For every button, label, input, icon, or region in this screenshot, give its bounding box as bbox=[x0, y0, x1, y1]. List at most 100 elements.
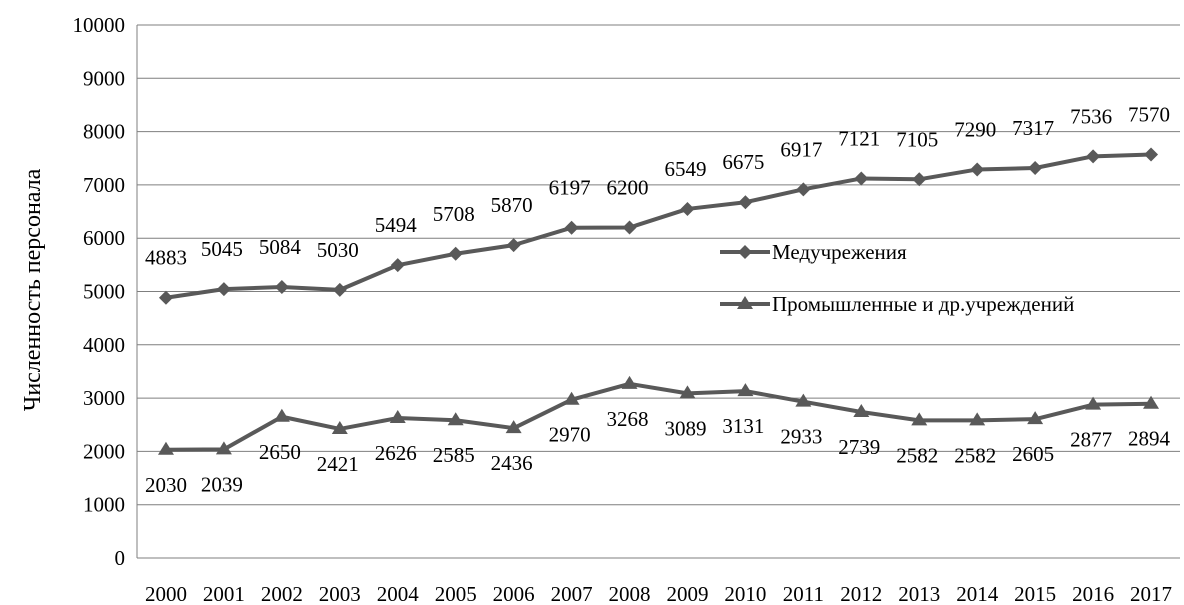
data-label-s2-2013: 2582 bbox=[896, 443, 938, 467]
point-triangle-2002 bbox=[273, 408, 290, 422]
data-label-s1-2000: 4883 bbox=[145, 246, 187, 270]
point-triangle-2014 bbox=[969, 412, 986, 426]
gridlines bbox=[137, 24, 1180, 506]
point-triangle-2006 bbox=[505, 420, 522, 434]
data-label-s2-2008: 3268 bbox=[607, 407, 649, 431]
data-label-s1-2007: 6197 bbox=[549, 176, 591, 200]
x-tick-label-2000: 2000 bbox=[145, 582, 187, 605]
point-triangle-2015 bbox=[1027, 411, 1044, 425]
data-label-s2-2009: 3089 bbox=[664, 416, 706, 440]
point-triangle-2004 bbox=[389, 410, 406, 424]
x-tick-label-2008: 2008 bbox=[609, 582, 651, 605]
series-group bbox=[157, 147, 1160, 455]
data-label-s1-2015: 7317 bbox=[1012, 116, 1054, 140]
y-tick-label-2000: 2000 bbox=[83, 439, 125, 463]
point-diamond-2012 bbox=[854, 171, 869, 186]
point-diamond-2015 bbox=[1028, 161, 1043, 176]
y-tick-label-5000: 5000 bbox=[83, 280, 125, 304]
x-tick-label-2004: 2004 bbox=[377, 582, 420, 605]
y-axis-title: Численность персонала bbox=[20, 168, 46, 411]
legend-label-series-2: Промышленные и др.учреждений bbox=[772, 292, 1074, 316]
data-label-s1-2010: 6675 bbox=[722, 150, 764, 174]
data-label-s1-2008: 6200 bbox=[607, 176, 649, 200]
y-tick-label-8000: 8000 bbox=[83, 120, 125, 144]
x-tick-label-2002: 2002 bbox=[261, 582, 303, 605]
point-triangle-2007 bbox=[563, 391, 580, 405]
point-triangle-2009 bbox=[679, 385, 696, 399]
point-diamond-2001 bbox=[216, 282, 231, 297]
point-triangle-2005 bbox=[447, 412, 464, 426]
x-tick-label-2006: 2006 bbox=[493, 582, 535, 605]
x-tick-label-2007: 2007 bbox=[551, 582, 593, 605]
point-triangle-2010 bbox=[737, 383, 754, 397]
point-diamond-2017 bbox=[1144, 147, 1159, 162]
point-diamond-2008 bbox=[622, 220, 637, 235]
point-triangle-2017 bbox=[1143, 395, 1160, 409]
y-tick-label-0: 0 bbox=[115, 546, 126, 570]
x-tick-label-2010: 2010 bbox=[724, 582, 766, 605]
data-label-s1-2005: 5708 bbox=[433, 202, 475, 226]
y-tick-label-3000: 3000 bbox=[83, 386, 125, 410]
legend-triangle-marker bbox=[737, 296, 753, 309]
point-triangle-2011 bbox=[795, 393, 812, 407]
data-label-s2-2011: 2933 bbox=[780, 425, 822, 449]
x-tick-label-2011: 2011 bbox=[783, 582, 824, 605]
point-triangle-2003 bbox=[331, 420, 348, 434]
x-tick-label-2012: 2012 bbox=[840, 582, 882, 605]
point-triangle-2001 bbox=[215, 441, 232, 455]
data-label-s1-2009: 6549 bbox=[664, 157, 706, 181]
data-labels: 4883 5045 5084 5030 5494 5708 5870 6197 6200 6549… bbox=[145, 103, 1171, 497]
point-diamond-2004 bbox=[390, 258, 405, 273]
data-label-s1-2001: 5045 bbox=[201, 237, 243, 261]
y-tick-label-9000: 9000 bbox=[83, 66, 125, 90]
point-diamond-2002 bbox=[274, 280, 289, 295]
axes: 0 1000 2000 3000 4000 5000 6000 7000 8000 9000 100… bbox=[73, 13, 1180, 605]
legend-diamond-marker bbox=[738, 245, 752, 259]
series-line-1 bbox=[165, 152, 1152, 300]
data-label-s2-2002: 2650 bbox=[259, 440, 301, 464]
point-diamond-2007 bbox=[564, 220, 579, 235]
data-label-s2-2016: 2877 bbox=[1070, 428, 1112, 452]
x-tick-label-2015: 2015 bbox=[1014, 582, 1056, 605]
y-tick-label-10000: 10000 bbox=[73, 13, 126, 37]
point-diamond-2009 bbox=[680, 201, 695, 216]
data-label-s2-2014: 2582 bbox=[954, 443, 996, 467]
data-label-s1-2004: 5494 bbox=[375, 213, 418, 237]
x-tick-label-2013: 2013 bbox=[898, 582, 940, 605]
data-label-s1-2013: 7105 bbox=[896, 127, 938, 151]
legend-item-series-1: Медучрежения bbox=[720, 240, 907, 264]
data-label-s1-2002: 5084 bbox=[259, 235, 302, 259]
point-diamond-2011 bbox=[796, 182, 811, 197]
data-label-s1-2011: 6917 bbox=[780, 137, 822, 161]
data-label-s2-2010: 3131 bbox=[722, 414, 764, 438]
point-diamond-2003 bbox=[332, 282, 347, 297]
point-diamond-2005 bbox=[448, 246, 463, 261]
y-tick-label-7000: 7000 bbox=[83, 173, 125, 197]
data-label-s2-2001: 2039 bbox=[201, 472, 243, 496]
y-tick-label-6000: 6000 bbox=[83, 226, 125, 250]
data-label-s2-2015: 2605 bbox=[1012, 442, 1054, 466]
data-label-s2-2012: 2739 bbox=[838, 435, 880, 459]
data-label-s1-2012: 7121 bbox=[838, 126, 880, 150]
x-tick-label-2001: 2001 bbox=[203, 582, 245, 605]
point-diamond-2014 bbox=[970, 162, 985, 177]
legend-item-series-2: Промышленные и др.учреждений bbox=[720, 292, 1074, 316]
data-label-s2-2000: 2030 bbox=[145, 473, 187, 497]
data-label-s1-2014: 7290 bbox=[954, 117, 996, 141]
x-tick-label-2009: 2009 bbox=[666, 582, 708, 605]
y-tick-label-1000: 1000 bbox=[83, 493, 125, 517]
x-tick-label-2017: 2017 bbox=[1130, 582, 1172, 605]
legend-label-series-1: Медучрежения bbox=[772, 240, 907, 264]
point-diamond-2000 bbox=[158, 290, 173, 305]
x-tick-label-2003: 2003 bbox=[319, 582, 361, 605]
point-diamond-2006 bbox=[506, 238, 521, 253]
point-diamond-2010 bbox=[738, 195, 753, 210]
data-label-s1-2003: 5030 bbox=[317, 238, 359, 262]
data-label-s2-2017: 2894 bbox=[1128, 427, 1171, 451]
x-tick-label-2014: 2014 bbox=[956, 582, 999, 605]
point-diamond-2016 bbox=[1086, 149, 1101, 164]
data-label-s2-2003: 2421 bbox=[317, 452, 359, 476]
point-triangle-2013 bbox=[911, 412, 928, 426]
point-triangle-2016 bbox=[1085, 396, 1102, 410]
